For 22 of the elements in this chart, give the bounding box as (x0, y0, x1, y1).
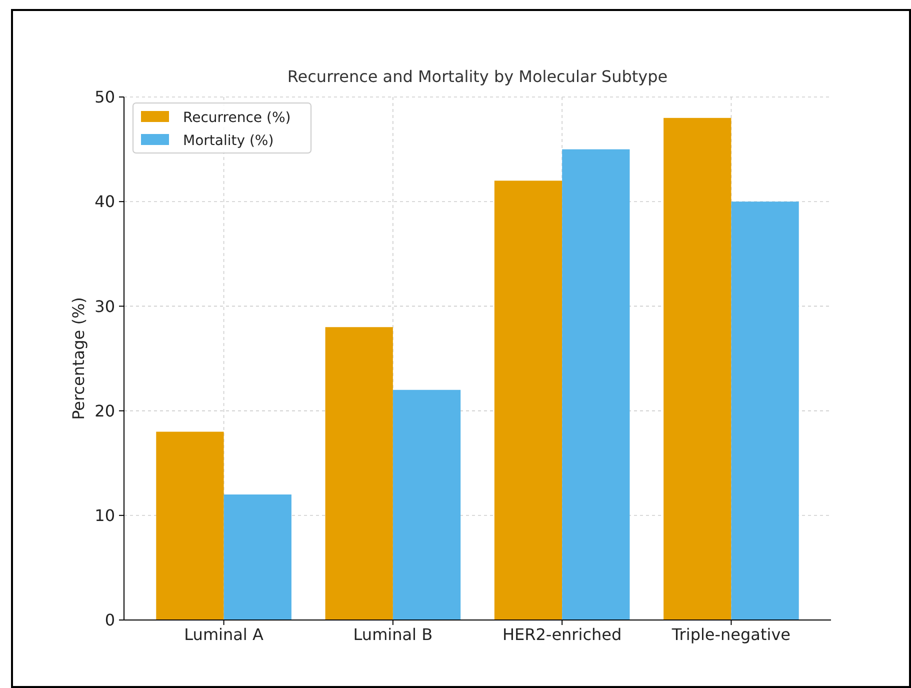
bar (731, 202, 799, 620)
bar (494, 180, 562, 620)
chart-title: Recurrence and Mortality by Molecular Subtype (287, 67, 668, 86)
bar (562, 149, 630, 620)
y-tick-label: 20 (94, 401, 115, 420)
bar (224, 494, 292, 620)
legend-label: Mortality (%) (183, 132, 274, 149)
x-tick-label: Luminal A (184, 625, 264, 644)
y-tick-label: 10 (94, 506, 115, 525)
legend-label: Recurrence (%) (183, 110, 291, 126)
x-tick-label: HER2-enriched (502, 625, 622, 644)
bar (664, 118, 732, 620)
y-tick-label: 40 (94, 192, 115, 212)
x-tick-label: Luminal B (353, 625, 433, 644)
y-tick-label: 50 (94, 88, 115, 107)
bar (156, 432, 224, 620)
y-tick-label: 0 (104, 610, 115, 630)
bar (392, 390, 461, 620)
bar (325, 327, 393, 620)
y-tick-label: 30 (94, 296, 115, 316)
x-tick-label: Triple-negative (670, 625, 791, 644)
y-axis-title: Percentage (%) (69, 297, 88, 420)
